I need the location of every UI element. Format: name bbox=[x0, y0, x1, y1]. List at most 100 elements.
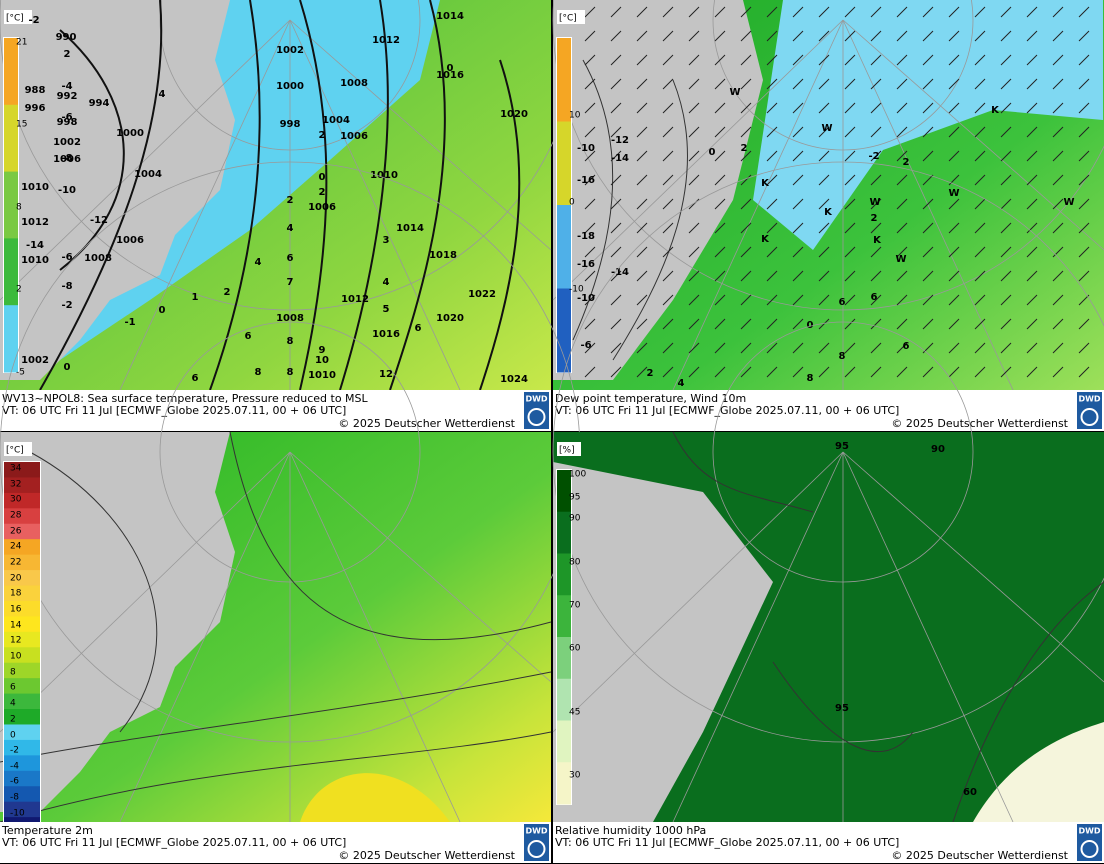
wind-barb bbox=[818, 222, 830, 234]
contour-label: 6 bbox=[903, 341, 910, 352]
wind-barb bbox=[948, 174, 960, 186]
wind-barb bbox=[610, 174, 622, 186]
wind-barb bbox=[714, 246, 726, 258]
wind-barb bbox=[584, 6, 596, 18]
legend-label: 26 bbox=[10, 527, 22, 537]
wind-barb bbox=[870, 78, 882, 90]
contour-label: 1014 bbox=[436, 11, 464, 22]
legend-swatch bbox=[4, 770, 40, 787]
wind-barb bbox=[636, 366, 648, 378]
wind-barb bbox=[974, 126, 986, 138]
wind-barb bbox=[818, 198, 830, 210]
wind-barb bbox=[792, 198, 804, 210]
wind-barb bbox=[1052, 318, 1064, 330]
wind-barb bbox=[1000, 366, 1012, 378]
contour bbox=[339, 0, 389, 391]
contour-label: 3 bbox=[383, 235, 390, 246]
wind-barb bbox=[974, 318, 986, 330]
wind-barb bbox=[870, 102, 882, 114]
wind-barb bbox=[948, 30, 960, 42]
legend-label: 22 bbox=[10, 558, 21, 568]
contour-label: 1020 bbox=[500, 109, 528, 120]
wind-barb bbox=[1026, 102, 1038, 114]
wind-barb bbox=[766, 174, 778, 186]
wind-barb bbox=[870, 318, 882, 330]
contour-label: 1002 bbox=[21, 355, 49, 366]
wind-barb bbox=[662, 246, 674, 258]
contour-label: 1022 bbox=[468, 289, 496, 300]
wind-barb bbox=[1026, 246, 1038, 258]
contour bbox=[772, 661, 914, 753]
contour-label: 10 bbox=[315, 355, 329, 366]
graticule bbox=[552, 451, 844, 733]
wind-barb bbox=[766, 198, 778, 210]
wind-barb bbox=[974, 78, 986, 90]
contour-label: 6 bbox=[287, 253, 294, 264]
wind-barb bbox=[1052, 150, 1064, 162]
wind-barb bbox=[844, 54, 856, 66]
wind-barb bbox=[896, 198, 908, 210]
contour-label: -14 bbox=[26, 240, 44, 251]
contour-label: W bbox=[821, 123, 832, 134]
contour-label: 1024 bbox=[500, 374, 528, 385]
caption-copyright: © 2025 Deutscher Wetterdienst bbox=[338, 417, 515, 430]
contour-label: 6 bbox=[415, 323, 422, 334]
graticule bbox=[672, 451, 844, 823]
legend-label: 16 bbox=[10, 605, 22, 615]
legend-swatch bbox=[4, 508, 40, 525]
contour bbox=[479, 59, 521, 391]
contour-label: 992 bbox=[57, 91, 78, 102]
wind-barb bbox=[1052, 294, 1064, 306]
wind-barb bbox=[792, 318, 804, 330]
wind-barb bbox=[610, 126, 622, 138]
wind-barb bbox=[662, 294, 674, 306]
wind-barb bbox=[688, 222, 700, 234]
wind-barb bbox=[662, 6, 674, 18]
wind-barb bbox=[662, 78, 674, 90]
legend-label: 21 bbox=[16, 38, 27, 48]
wind-barb bbox=[610, 54, 622, 66]
legend-label: 2 bbox=[10, 715, 16, 725]
contour bbox=[59, 29, 125, 271]
contour-label: -2 bbox=[28, 15, 39, 26]
wind-barb bbox=[1000, 126, 1012, 138]
region bbox=[753, 0, 1103, 250]
wind-barb bbox=[766, 150, 778, 162]
wind-barb bbox=[792, 102, 804, 114]
contour-label: -14 bbox=[611, 153, 629, 164]
legend-swatch bbox=[557, 205, 571, 289]
wind-barb bbox=[662, 270, 674, 282]
contour bbox=[29, 451, 158, 733]
map-panel: 9909929949889969981000100210061004101010… bbox=[0, 0, 581, 431]
contour-label: 1004 bbox=[322, 115, 350, 126]
wind-barb bbox=[740, 222, 752, 234]
wind-barb bbox=[844, 174, 856, 186]
contour-label: 2 bbox=[64, 49, 71, 60]
contour-label: 8 bbox=[255, 367, 262, 378]
legend-swatch bbox=[4, 38, 18, 106]
wind-barb bbox=[922, 126, 934, 138]
legend-swatch bbox=[4, 492, 40, 509]
contour-label: -10 bbox=[577, 143, 595, 154]
wind-barb bbox=[896, 6, 908, 18]
legend-label: 30 bbox=[10, 495, 22, 505]
unit-box bbox=[557, 442, 581, 456]
wind-barb bbox=[766, 246, 778, 258]
contour-label: 95 bbox=[835, 703, 849, 714]
wind-barb bbox=[740, 6, 752, 18]
contour-label: 2 bbox=[287, 195, 294, 206]
wind-barb bbox=[740, 102, 752, 114]
wind-barb bbox=[870, 366, 882, 378]
contour-label: 994 bbox=[89, 98, 110, 109]
wind-barb bbox=[610, 246, 622, 258]
graticule bbox=[289, 451, 461, 823]
legend-label: 15 bbox=[16, 120, 27, 130]
wind-barb bbox=[974, 102, 986, 114]
wind-barb bbox=[584, 54, 596, 66]
logo-box bbox=[524, 824, 549, 861]
caption-bg bbox=[553, 390, 1104, 431]
wind-barb bbox=[1052, 54, 1064, 66]
contour-label: 90 bbox=[931, 444, 945, 455]
wind-barb bbox=[870, 174, 882, 186]
wind-barb bbox=[636, 102, 648, 114]
